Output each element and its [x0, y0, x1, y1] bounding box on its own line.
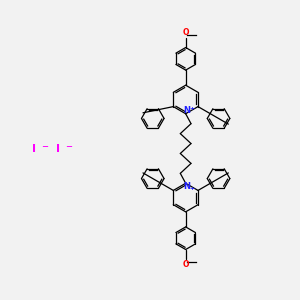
- Text: I: I: [32, 143, 36, 154]
- Text: +: +: [189, 186, 194, 191]
- Text: I: I: [56, 143, 60, 154]
- Text: N: N: [184, 106, 191, 115]
- Text: −: −: [41, 142, 49, 151]
- Text: O: O: [182, 260, 189, 268]
- Text: +: +: [189, 106, 194, 111]
- Text: −: −: [65, 142, 72, 151]
- Text: N: N: [184, 182, 191, 191]
- Text: O: O: [182, 28, 189, 38]
